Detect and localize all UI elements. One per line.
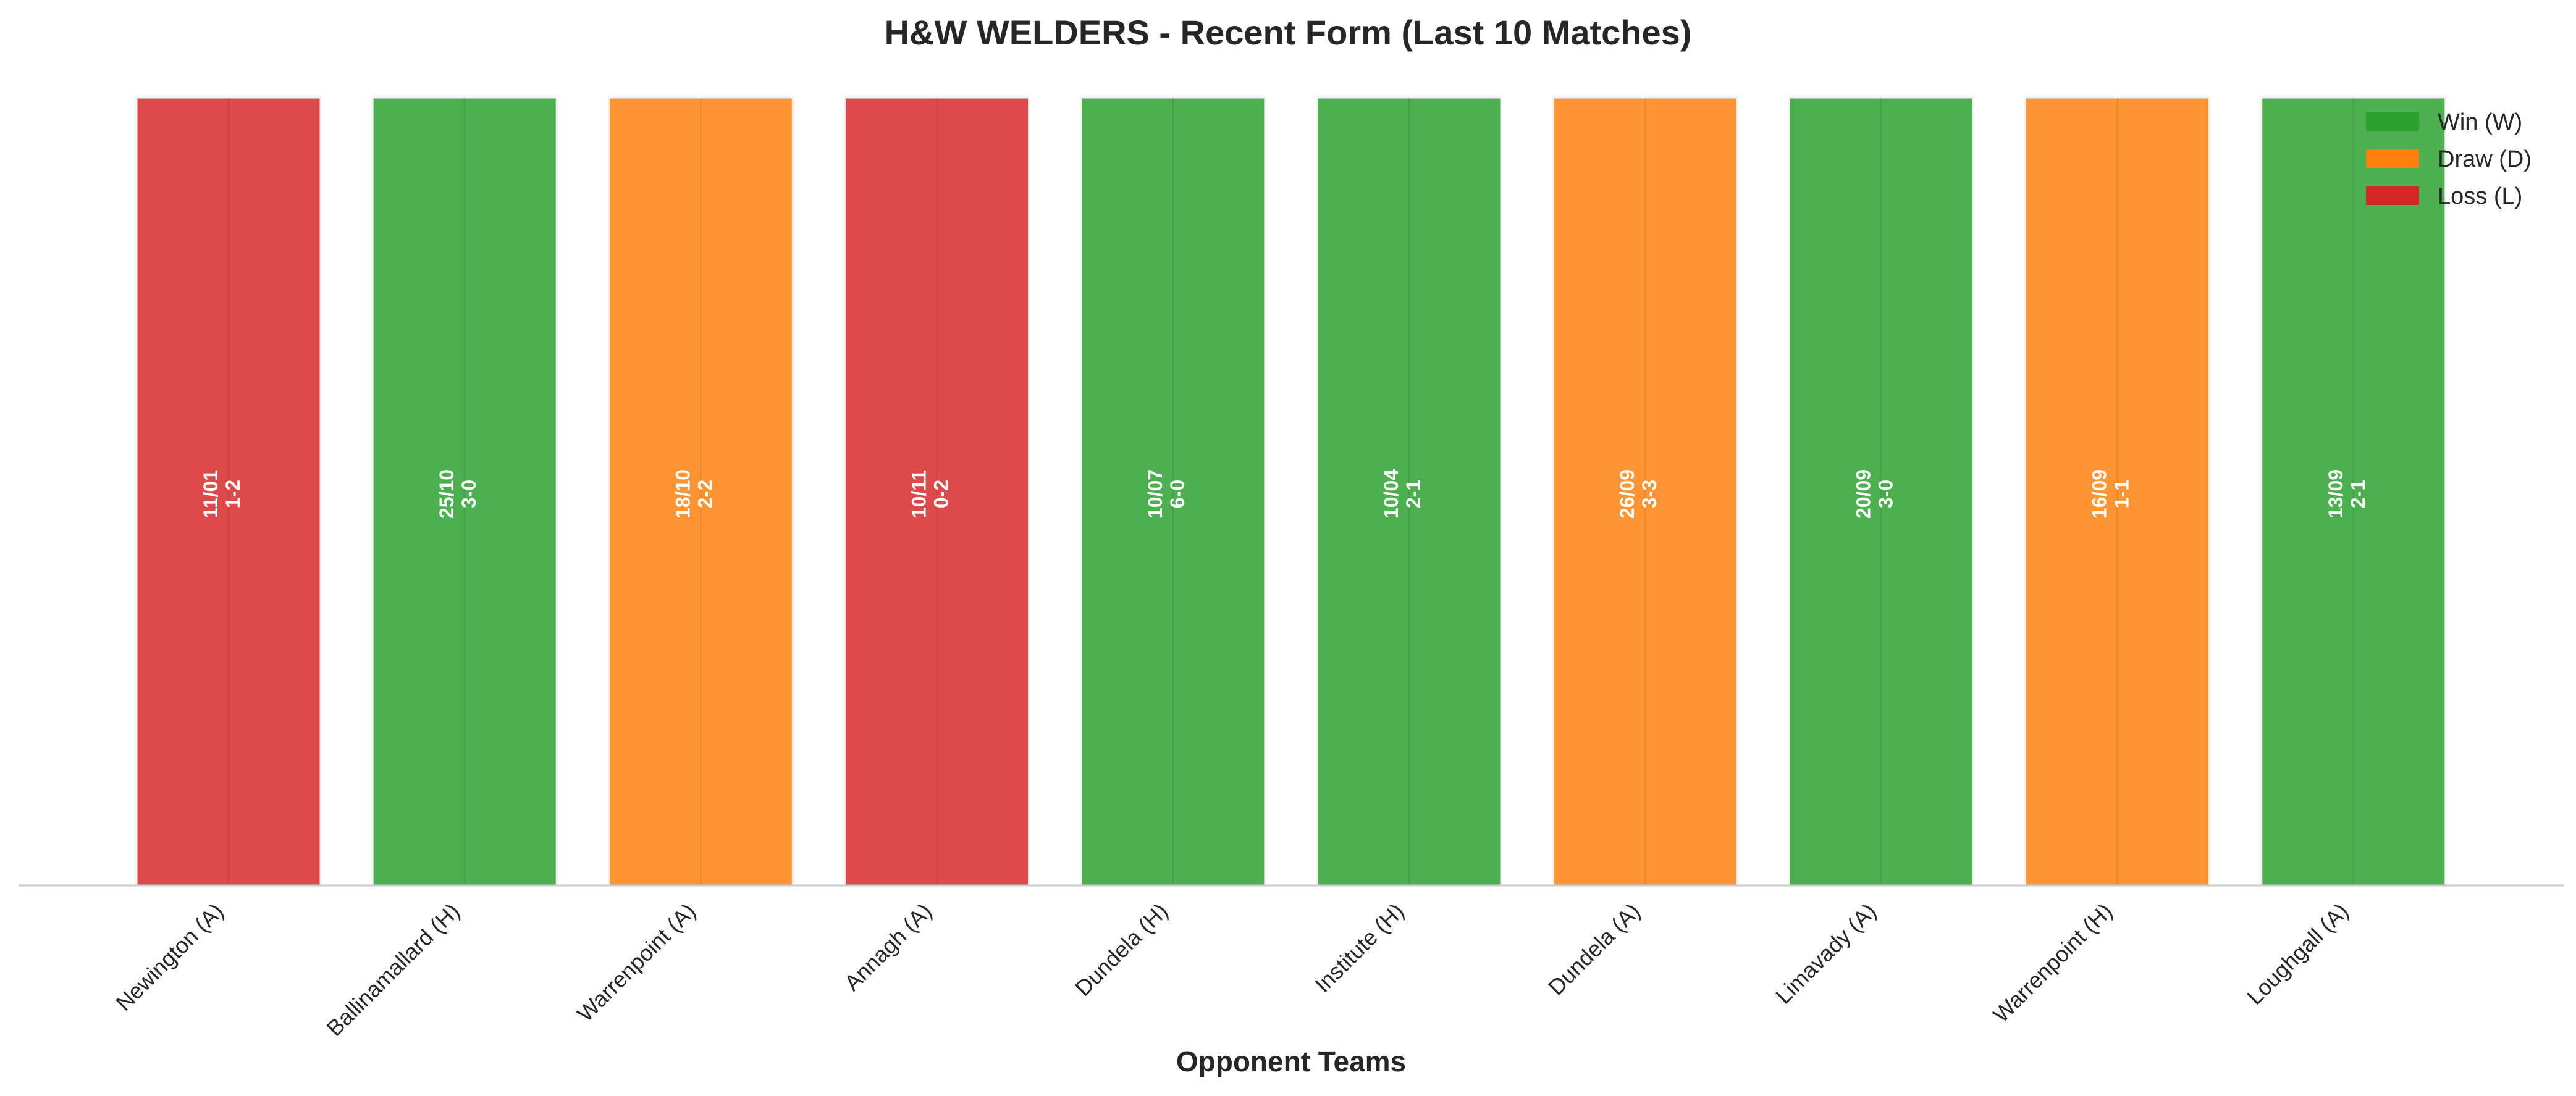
bar-1	[135, 96, 322, 887]
bar-2	[371, 96, 558, 887]
legend: Win (W) Draw (D) Loss (L)	[2366, 109, 2532, 209]
bar-score-label: 0-2	[930, 480, 953, 508]
x-tick-label: Dundela (A)	[1543, 898, 1645, 1000]
bars-layer: 11/01 1-2 25/10 3-0 18/10 2-2 10/11 0-2 10/07 6-0…	[135, 96, 2447, 887]
bar-score-label: 2-1	[2347, 480, 2369, 508]
bar-date-label: 11/01	[200, 470, 222, 518]
bar-score-label: 3-0	[1874, 480, 1896, 508]
bar-3	[607, 96, 794, 887]
bar-10	[2260, 96, 2447, 887]
bar-4	[844, 96, 1030, 887]
legend-label-w: Win (W)	[2438, 109, 2522, 135]
bar-score-label: 3-3	[1638, 480, 1661, 508]
bar-date-label: 10/07	[1144, 469, 1166, 519]
bar-date-label: 25/10	[436, 469, 458, 519]
bar-date-label: 13/09	[2325, 469, 2347, 519]
bar-date-label: 10/11	[908, 470, 930, 518]
x-tick-label: Institute (H)	[1310, 898, 1409, 998]
bar-date-label: 10/04	[1380, 469, 1402, 519]
legend-label-d: Draw (D)	[2438, 146, 2532, 172]
bar-6	[1316, 96, 1502, 887]
bar-5	[1080, 96, 1266, 887]
bar-date-label: 16/09	[2089, 469, 2111, 519]
bar-date-label: 26/09	[1616, 469, 1638, 519]
x-tick-label: Warrenpoint (A)	[572, 898, 701, 1027]
x-tick-label: Annagh (A)	[839, 898, 937, 996]
bar-8	[1788, 96, 1974, 887]
x-tick-label: Loughgall (A)	[2242, 898, 2353, 1010]
x-tick-label: Ballinamallard (H)	[322, 898, 465, 1041]
bar-date-label: 18/10	[671, 469, 694, 519]
legend-swatch-d	[2366, 149, 2419, 168]
chart-title: H&W WELDERS - Recent Form (Last 10 Match…	[885, 13, 1692, 52]
x-tick-label: Dundela (H)	[1070, 898, 1172, 1001]
bar-7	[1552, 96, 1738, 887]
legend-swatch-w	[2366, 112, 2419, 131]
legend-swatch-l	[2366, 186, 2419, 205]
bar-score-label: 3-0	[458, 480, 480, 508]
bar-score-label: 6-0	[1166, 480, 1189, 508]
bar-score-label: 2-1	[1402, 480, 1425, 508]
bar-date-label: 20/09	[1852, 469, 1874, 519]
bar-score-label: 1-1	[2111, 480, 2133, 508]
tick-labels: Newington (A) Ballinamallard (H) Warrenpoi…	[111, 898, 2353, 1041]
x-tick-label: Newington (A)	[111, 898, 228, 1016]
bar-score-label: 2-2	[694, 480, 716, 508]
legend-label-l: Loss (L)	[2438, 183, 2522, 209]
x-tick-label: Warrenpoint (H)	[1988, 898, 2117, 1027]
bar-score-label: 1-2	[222, 480, 244, 508]
x-tick-label: Limavady (A)	[1770, 898, 1881, 1009]
x-axis-label: Opponent Teams	[1176, 1045, 1406, 1077]
